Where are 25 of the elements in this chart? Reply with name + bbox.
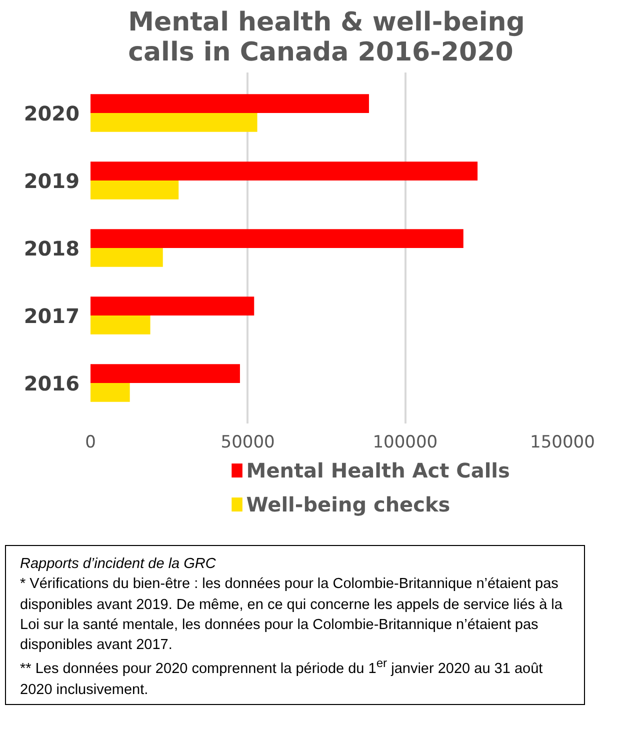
x-tick-label: 50000 [220, 432, 275, 452]
bar [90, 94, 369, 113]
text: Rapports d’incident de la GRC [20, 556, 216, 572]
legend-label: Mental Health Act Calls [246, 458, 510, 482]
bar [90, 229, 464, 248]
text: * Vérifications du bien-être : les données pour la Colombie-Britannique n’étaient pas disponibles avant 2019. De même, en ce qui concerne les appels de service liés à la Loi sur la santé mentale, les données pour la Colombie-Britannique n’étaient pas disponibles avant 2017. [20, 576, 562, 654]
x-tick-label: 150000 [530, 432, 595, 452]
bar [90, 296, 254, 316]
y-tick-label: 2016 [24, 372, 80, 396]
x-tick-label: 100000 [372, 432, 438, 452]
y-tick-label: 2020 [24, 102, 80, 126]
text: ** Les données pour 2020 comprennent la période du 1$^{er}$ janvier 2020 au 31 août 2020 inclusivement. [20, 656, 543, 698]
bar [90, 180, 179, 200]
bar [90, 248, 163, 267]
legend-label: Well-being checks [246, 492, 450, 516]
y-tick-label: 2018 [24, 236, 80, 260]
bar [90, 113, 258, 132]
x-tick-label: 0 [85, 432, 96, 452]
chart-title: Mental health & well-being calls in Canada 2016-2020 [128, 8, 525, 68]
y-tick-label: 2019 [24, 169, 80, 193]
bar [90, 316, 150, 334]
y-tick-label: 2017 [24, 304, 80, 328]
bar [90, 383, 130, 402]
bar [90, 364, 240, 383]
bar [90, 162, 478, 180]
